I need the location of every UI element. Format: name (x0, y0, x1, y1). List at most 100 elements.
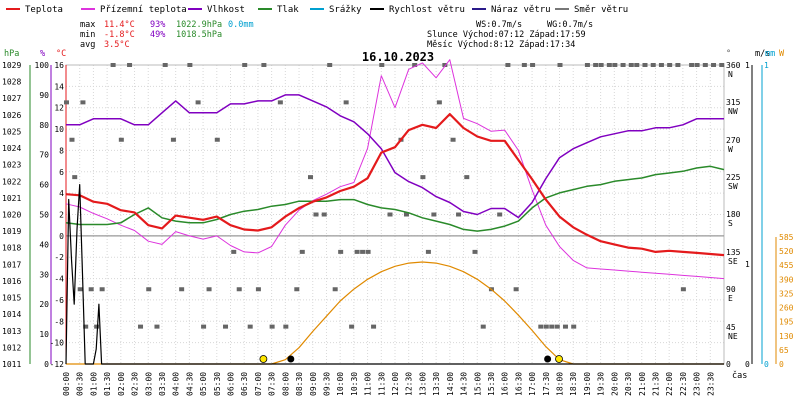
time-tick-label: 10:00 (336, 372, 345, 396)
time-tick-label: 13:00 (418, 372, 427, 396)
pct-tick-label: 80 (39, 121, 49, 130)
c-tick-label: -6 (54, 296, 64, 305)
time-tick-label: 22:00 (665, 372, 674, 396)
time-tick-label: 18:00 (556, 372, 565, 396)
series-line-teplota (65, 113, 725, 257)
hpa-tick-label: 1016 (2, 277, 21, 286)
legend-label-smer-vetru: Směr větru (574, 5, 628, 15)
deg-tick-label: 45 (726, 323, 736, 332)
wind-direction-point (628, 63, 634, 67)
hpa-tick-label: 1014 (2, 310, 21, 319)
wind-direction-point (387, 212, 393, 217)
c-tick-label: 8 (59, 146, 64, 155)
time-tick-label: 20:00 (610, 372, 619, 396)
hpa-tick-label: 1015 (2, 294, 21, 303)
stat-max-hum: 93% (150, 20, 165, 30)
deg-tick-label: 0 (726, 360, 731, 369)
wind-direction-point (694, 63, 700, 67)
wind-direction-point (538, 324, 544, 329)
time-tick-label: 11:30 (377, 372, 386, 396)
stats-block: max 11.4°C 93% 1022.9hPa 0.0mm min -1.8°… (80, 20, 254, 50)
c-tick-label: -8 (54, 317, 64, 326)
unit-hpa: hPa (4, 49, 19, 59)
info-ws: WS:0.7m/s (476, 20, 522, 30)
dir-tick-label: NE (728, 332, 738, 341)
pct-tick-label: 20 (39, 300, 49, 309)
w-tick-label: 455 (779, 261, 794, 270)
time-tick-label: 06:30 (240, 372, 249, 396)
pct-tick-label: 50 (39, 211, 49, 220)
dir-tick-label: E (728, 294, 733, 303)
wind-direction-point (497, 212, 503, 217)
wind-direction-point (94, 324, 100, 329)
wind-direction-point (69, 137, 75, 142)
stat-avg-label: avg (80, 40, 95, 50)
wind-direction-point (170, 137, 176, 142)
wind-direction-point (162, 63, 168, 67)
c-tick-label: 6 (59, 168, 64, 177)
time-tick-label: 00:00 (62, 372, 71, 396)
mm-tick-label: 0 (764, 360, 769, 369)
time-tick-label: 06:00 (227, 372, 236, 396)
wind-direction-point (77, 287, 83, 292)
info-sun: Slunce Východ:07:12 Západ:17:59 (427, 30, 586, 40)
w-tick-label: 260 (779, 304, 794, 313)
w-tick-label: 520 (779, 247, 794, 256)
wind-direction-point (294, 287, 300, 292)
chart-title: 16.10.2023 (362, 50, 434, 64)
time-tick-label: 17:00 (528, 372, 537, 396)
time-tick-label: 01:30 (103, 372, 112, 396)
wind-direction-point (277, 100, 283, 105)
time-tick-label: 15:30 (487, 372, 496, 396)
legend-item-prizemni-teplota: Přízemní teplota (81, 5, 187, 15)
wind-direction-point (543, 324, 549, 329)
wind-direction-point (354, 249, 360, 254)
wind-direction-point (187, 63, 193, 67)
wind-direction-point (658, 63, 664, 67)
wind-direction-point (480, 324, 486, 329)
hpa-tick-label: 1011 (2, 360, 21, 369)
wind-direction-point (72, 175, 78, 180)
pct-tick-label: 90 (39, 91, 49, 100)
time-tick-label: 14:30 (460, 372, 469, 396)
wind-direction-point (365, 249, 371, 254)
wind-direction-point (431, 212, 437, 217)
legend-item-naraz-vetru: Náraz větru (472, 5, 551, 15)
axis-units: hPa % °C ° m/s mm W čas (4, 49, 785, 381)
time-tick-label: 13:30 (432, 372, 441, 396)
wind-direction-point (549, 324, 555, 329)
c-tick-label: -2 (54, 253, 64, 262)
time-tick-label: 15:00 (473, 372, 482, 396)
wind-direction-point (321, 212, 327, 217)
info-moon: Měsíc Východ:8:12 Západ:17:34 (427, 40, 575, 50)
wind-direction-point (450, 137, 456, 142)
stat-max-press: 1022.9hPa (176, 20, 222, 30)
wind-direction-point (206, 287, 212, 292)
w-tick-label: 65 (779, 346, 789, 355)
moonset-marker (544, 355, 552, 363)
time-tick-label: 16:00 (501, 372, 510, 396)
hpa-tick-label: 1025 (2, 127, 21, 136)
wind-direction-point (231, 249, 237, 254)
wind-direction-point (127, 63, 133, 67)
legend: Teplota Přízemní teplota Vlhkost Tlak Sr… (6, 5, 628, 15)
c-tick-label: 2 (59, 211, 64, 220)
unit-w: W (779, 49, 785, 59)
time-tick-label: 08:30 (295, 372, 304, 396)
wind-direction-point (505, 63, 511, 67)
wind-direction-point (436, 100, 442, 105)
wind-direction-point (667, 63, 673, 67)
time-tick-label: 23:00 (693, 372, 702, 396)
legend-item-rychlost-vetru: Rychlost větru (370, 5, 465, 15)
legend-item-teplota: Teplota (6, 5, 63, 15)
wind-direction-point (571, 324, 577, 329)
wind-direction-point (195, 100, 201, 105)
series-line-vlhkost (66, 94, 724, 219)
pct-tick-label: 70 (39, 151, 49, 160)
w-tick-label: 195 (779, 318, 794, 327)
time-tick-label: 11:00 (364, 372, 373, 396)
time-tick-label: 01:00 (89, 372, 98, 396)
hpa-tick-label: 1012 (2, 343, 21, 352)
wind-direction-point (425, 249, 431, 254)
pct-tick-label: 40 (39, 240, 49, 249)
